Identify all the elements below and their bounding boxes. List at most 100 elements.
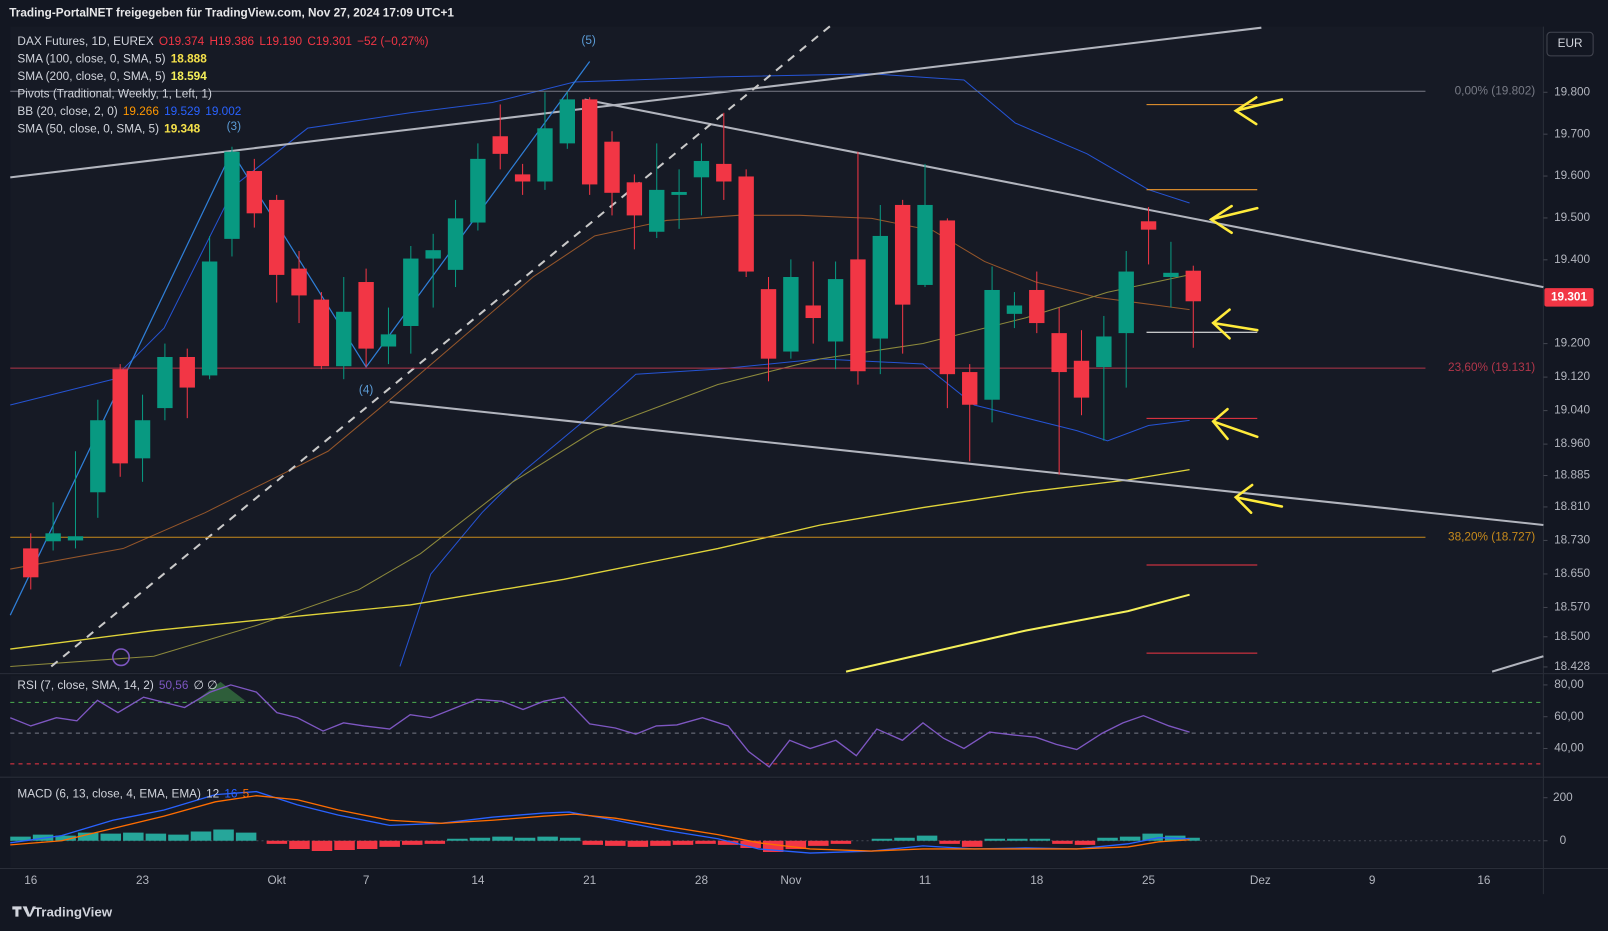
fib-label: 0,00% (19.802) — [1455, 84, 1536, 97]
arrow — [1208, 204, 1259, 235]
x-tick-label: Nov — [780, 874, 801, 887]
y-tick-label: 18.730 — [1554, 534, 1590, 547]
candle-body — [358, 282, 374, 349]
candle-body — [671, 191, 687, 195]
candle-body — [827, 279, 844, 342]
candle-body — [291, 268, 307, 296]
macd-histogram-positive — [10, 829, 1200, 841]
candle-body — [738, 176, 754, 272]
indicator: BB (20, close, 2, 0) — [17, 105, 118, 118]
candle-body — [425, 250, 441, 259]
candle-body — [1163, 272, 1179, 277]
candle-body — [783, 276, 799, 352]
y-tick-label: 18.650 — [1554, 567, 1590, 580]
rsi-legend: RSI (7, close, SMA, 14, 2) 50,56 ∅ ∅ — [17, 678, 222, 692]
arrow — [1211, 308, 1259, 340]
macd-tick-label: 0 — [1560, 834, 1567, 847]
replay-icon[interactable] — [112, 648, 130, 667]
candle-body — [850, 259, 866, 372]
indicator-value: 19.266 — [122, 105, 159, 118]
candle-body — [760, 289, 777, 359]
sma100-line — [10, 468, 1190, 650]
candle-body — [984, 289, 1000, 400]
candle-body — [559, 99, 576, 144]
indicator-value: 50,56 — [158, 679, 189, 693]
indicator: SMA (100, close, 0, SMA, 5) — [17, 53, 166, 66]
indicator-value: 16 — [224, 788, 238, 801]
candle-body — [1051, 333, 1067, 373]
legend-row: DAX Futures, 1D, EUREX O19.374 H19.386 L1… — [17, 34, 433, 51]
arrow — [1211, 407, 1259, 441]
candle-body — [1073, 360, 1090, 398]
symbol: DAX Futures, 1D, EUREX — [17, 35, 154, 49]
candle-body — [380, 334, 397, 347]
candle-body — [1096, 336, 1112, 368]
rsi-tick-label: 60,00 — [1554, 710, 1584, 723]
sma50-line — [10, 274, 1190, 667]
x-tick-label: 25 — [1142, 874, 1156, 887]
close: C19.301 — [307, 35, 352, 49]
candle-body — [224, 151, 240, 239]
y-tick-label: 19.040 — [1554, 404, 1590, 417]
legend-row: BB (20, close, 2, 0) 19.266 19.529 19.002 — [17, 104, 433, 121]
trendline — [10, 26, 1262, 179]
y-tick-label: 19.200 — [1554, 337, 1590, 350]
candle-body — [45, 533, 61, 542]
candle-body — [1006, 305, 1023, 314]
y-tick-label: 18.810 — [1554, 500, 1590, 513]
currency-button[interactable]: EUR — [1546, 31, 1594, 57]
candle-body — [403, 258, 419, 326]
wave-label: (5) — [581, 34, 595, 47]
rsi-tick-label: 80,00 — [1554, 678, 1584, 691]
candle-body — [514, 174, 531, 182]
candle-body — [201, 261, 218, 376]
candle-body — [962, 372, 978, 405]
candle-body — [939, 220, 956, 375]
indicator: Pivots (Traditional, Weekly, 1, Left, 1) — [17, 88, 212, 101]
candle-body — [268, 199, 285, 275]
indicator: SMA (200, close, 0, SMA, 5) — [17, 70, 166, 84]
indicator-value: 5 — [242, 788, 250, 801]
last-price-box — [1544, 288, 1594, 307]
rsi-tick-label: 40,00 — [1554, 742, 1584, 755]
y-tick-label: 19.120 — [1554, 370, 1590, 383]
candle-body — [157, 356, 173, 409]
y-tick-label: 18.570 — [1554, 601, 1590, 614]
last-price-label: 19.301 — [1551, 290, 1587, 303]
change: −52 (−0,27%) — [357, 35, 429, 49]
y-tick-label: 19.500 — [1554, 211, 1590, 224]
y-tick-label: 19.400 — [1554, 253, 1590, 266]
legend-row: Pivots (Traditional, Weekly, 1, Left, 1) — [17, 86, 433, 103]
trendline — [584, 98, 1544, 289]
indicator: MACD (6, 13, close, 4, EMA, EMA) — [17, 788, 201, 801]
candle-body — [894, 204, 911, 305]
candle-body — [90, 420, 106, 493]
candles — [23, 92, 1201, 590]
candle-body — [917, 204, 933, 285]
wave-label: (3) — [227, 120, 241, 133]
share-header: Trading-PortalNET freigegeben für Tradin… — [9, 7, 454, 20]
x-tick-label: 23 — [136, 874, 150, 887]
candle-body — [537, 128, 553, 182]
candle-body — [67, 536, 84, 541]
y-tick-label: 18.885 — [1554, 469, 1590, 482]
legend-row: SMA (200, close, 0, SMA, 5) 18.594 — [17, 69, 433, 86]
candle-body — [581, 99, 598, 185]
indicator-value: 18.888 — [170, 53, 207, 66]
indicator-value: 19.348 — [164, 123, 201, 136]
candle-body — [134, 420, 151, 459]
candle-body — [693, 160, 710, 178]
y-tick-label: 18.428 — [1554, 660, 1590, 673]
logo — [12, 906, 36, 917]
legend: DAX Futures, 1D, EUREX O19.374 H19.386 L1… — [17, 34, 433, 139]
indicator-value: 18.594 — [170, 70, 207, 84]
x-tick-label: 7 — [363, 874, 370, 887]
footer-brand: TradingView — [33, 904, 113, 920]
candle-body — [626, 182, 643, 216]
candle-body — [179, 356, 195, 388]
y-tick-label: 19.800 — [1554, 85, 1590, 98]
fib-label: 38,20% (18.727) — [1448, 530, 1535, 543]
